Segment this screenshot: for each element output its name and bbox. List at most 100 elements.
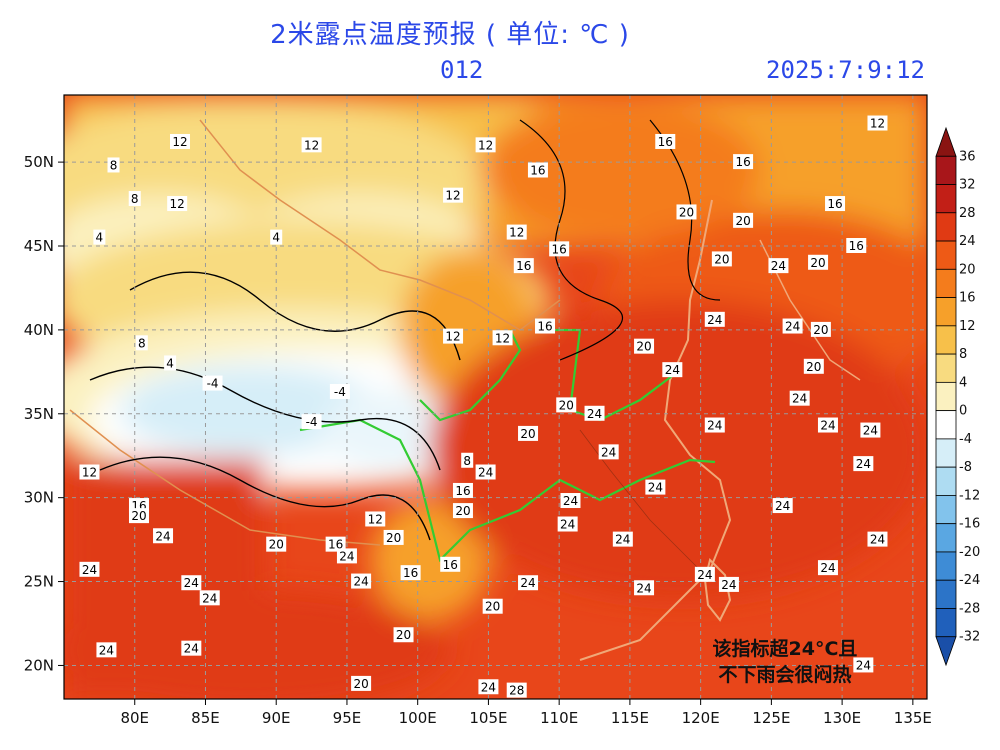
colorbar-label: 12 xyxy=(959,319,976,334)
lat-tick-label: 20N xyxy=(24,656,54,674)
contour-label: -4 xyxy=(301,414,322,430)
contour-label: 12 xyxy=(443,328,464,344)
contour-label-bg xyxy=(202,375,223,391)
contour-label-bg xyxy=(128,508,149,524)
contour-value: 24 xyxy=(820,419,835,433)
contour-label-bg xyxy=(440,556,461,572)
contour-value: 24 xyxy=(601,445,616,459)
lon-tick-label: 125E xyxy=(752,709,790,727)
colorbar-segment xyxy=(935,608,957,638)
longitude-axis: 80E 85E 90E 95E 100E 105E 110E 115E 120E 125E 130E… xyxy=(120,699,932,727)
contour-label-bg xyxy=(634,580,655,596)
contour-value: 20 xyxy=(810,256,825,270)
contour-value: 4 xyxy=(96,231,104,245)
contour-value: 16 xyxy=(537,320,552,334)
contour-label-bg xyxy=(170,133,191,149)
contour-label: 24 xyxy=(584,405,605,421)
lon-tick-label: 90E xyxy=(262,709,291,727)
contour-label: 24 xyxy=(351,573,372,589)
contour-label: 28 xyxy=(506,682,527,698)
contour-label: 24 xyxy=(96,642,117,658)
contour-value: 4 xyxy=(166,356,174,370)
contour-label: 12 xyxy=(365,511,386,527)
contour-value: 20 xyxy=(455,504,470,518)
contour-label-bg xyxy=(351,573,372,589)
contour-label: 24 xyxy=(704,311,725,327)
contour-value: 24 xyxy=(587,407,602,421)
contour-label: 24 xyxy=(634,580,655,596)
contour-label-bg xyxy=(694,566,715,582)
contour-value: 24 xyxy=(636,581,651,595)
contour-label-bg xyxy=(93,229,106,245)
colorbar-label: -4 xyxy=(959,432,972,447)
map-frame xyxy=(63,94,928,700)
contour-label-bg xyxy=(181,575,202,591)
contour-label: 24 xyxy=(181,640,202,656)
contour-value: 12 xyxy=(172,135,187,149)
colorbar-segment xyxy=(935,325,957,355)
contour-label-bg xyxy=(475,137,496,153)
contour-value: 24 xyxy=(481,680,496,694)
contour-label-bg xyxy=(400,565,421,581)
contour-label: 12 xyxy=(492,330,513,346)
contour-value: 24 xyxy=(707,313,722,327)
contour-label-bg xyxy=(598,444,619,460)
contour-value: 8 xyxy=(131,192,139,206)
colorbar-label: -12 xyxy=(959,488,980,503)
lon-tick-label: 110E xyxy=(540,709,578,727)
lat-tick-label: 35N xyxy=(24,405,54,423)
contour-value: 24 xyxy=(478,466,493,480)
contour-label: 20 xyxy=(128,508,149,524)
contour-value: 24 xyxy=(721,578,736,592)
contour-label: 24 xyxy=(817,560,838,576)
contour-value: 8 xyxy=(110,158,118,172)
contour-label: 24 xyxy=(518,575,539,591)
contour-label: 24 xyxy=(860,422,881,438)
contour-label: 20 xyxy=(711,251,732,267)
contour-label-bg xyxy=(135,335,148,351)
colorbar-label: 20 xyxy=(959,262,976,277)
colorbar-segment xyxy=(935,466,957,496)
contour-label: 8 xyxy=(461,452,474,468)
contour-label: 4 xyxy=(93,229,106,245)
contour-label-bg xyxy=(808,254,829,270)
contour-label: 24 xyxy=(867,531,888,547)
contour-label: 24 xyxy=(817,417,838,433)
contour-label: 20 xyxy=(518,425,539,441)
latitude-axis: 20N 25N 30N 35N 40N 45N 50N xyxy=(24,153,64,674)
contour-value: 24 xyxy=(563,494,578,508)
map-title: 2米露点温度预报 ( 单位: ℃ ) xyxy=(270,20,630,50)
contour-label-bg xyxy=(817,560,838,576)
colorbar-segment xyxy=(935,155,957,185)
contour-value: 20 xyxy=(636,340,651,354)
contour-value: 4 xyxy=(272,231,280,245)
contour-value: 16 xyxy=(443,558,458,572)
contour-label: -4 xyxy=(202,375,223,391)
contour-label-bg xyxy=(655,133,676,149)
contour-label-bg xyxy=(645,479,666,495)
contour-value: 12 xyxy=(509,226,524,240)
contour-label-bg xyxy=(492,330,513,346)
contour-label: 20 xyxy=(556,397,577,413)
contour-label-bg xyxy=(612,531,633,547)
contour-label-bg xyxy=(549,241,570,257)
contour-label: 4 xyxy=(270,229,283,245)
contour-label-bg xyxy=(128,191,141,207)
contour-label-bg xyxy=(846,238,867,253)
contour-label: 24 xyxy=(645,479,666,495)
lon-tick-label: 130E xyxy=(823,709,861,727)
contour-label-bg xyxy=(383,529,404,545)
contour-label-bg xyxy=(535,318,556,334)
colorbar-segment xyxy=(935,381,957,412)
colorbar-segment xyxy=(935,212,957,242)
contour-label: 24 xyxy=(853,456,874,472)
contour-label: 24 xyxy=(560,493,581,509)
contour-value: 12 xyxy=(478,138,493,152)
lat-tick-label: 50N xyxy=(24,153,54,171)
contour-label-bg xyxy=(518,575,539,591)
contour-value: 20 xyxy=(353,677,368,691)
contour-label: 24 xyxy=(181,575,202,591)
contour-label-bg xyxy=(301,414,322,430)
contour-value: 24 xyxy=(856,658,871,672)
